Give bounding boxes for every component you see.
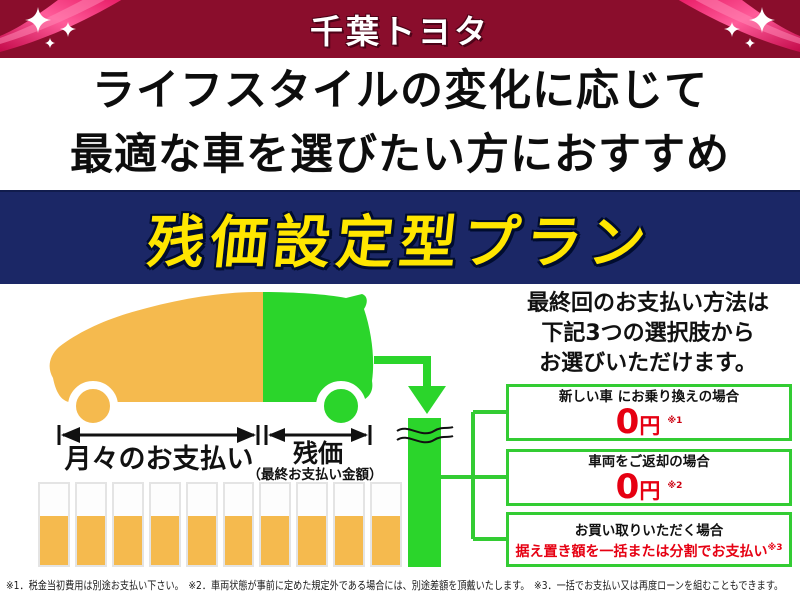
headline-line1: ライフスタイルの変化に応じて — [92, 66, 708, 117]
option-box-buyout: お買い取りいただく場合 据え置き額を一括または分割でお支払い※3 — [506, 512, 792, 567]
price-amount: 0 — [615, 466, 640, 507]
payment-diagram: 月々のお支払い 残価 （最終お支払い金額） 最終回のお支払い方法は 下記3つの選… — [0, 284, 800, 572]
installment-bar — [38, 482, 70, 567]
residual-flow-arrow — [374, 356, 446, 414]
installment-bar — [259, 482, 292, 567]
price-unit: 円 — [639, 413, 661, 438]
option-detail: 据え置き額を一括または分割でお支払い※3 — [515, 541, 782, 561]
option-box-return: 車両をご返却の場合 0円 ※2 — [506, 449, 792, 506]
option-title: 新しい車 にお乗り換えの場合 — [558, 388, 740, 405]
installment-bar — [185, 482, 218, 567]
installment-bar-fill — [335, 516, 364, 565]
car-illustration — [49, 292, 374, 431]
installment-bar-fill — [372, 516, 401, 565]
installment-bar — [296, 482, 329, 567]
options-intro-line1: 最終回のお支払い方法は — [526, 291, 769, 316]
options-intro-line2: 下記3つの選択肢から — [541, 321, 755, 346]
residual-sublabel: （最終お支払い金額） — [247, 467, 383, 483]
price-amount: 0 — [615, 401, 640, 442]
installment-bar-fill — [187, 516, 216, 565]
residual-label: 残価 — [292, 439, 343, 468]
plan-banner: 残価設定型プラン — [0, 190, 800, 284]
headline: ライフスタイルの変化に応じて 最適な車を選びたい方におすすめ — [0, 58, 800, 190]
installment-bar — [148, 482, 181, 567]
ribbon-sparkle-left-icon — [0, 0, 122, 52]
car-rear-wheel — [316, 381, 366, 431]
plan-title: 残価設定型プラン — [144, 210, 655, 276]
option-box-trade-in: 新しい車 にお乗り換えの場合 0円 ※1 — [506, 384, 792, 441]
option-price: 0円 ※1 — [615, 401, 683, 442]
installment-bar-fill — [224, 516, 253, 565]
option-price: 0円 ※2 — [615, 466, 683, 507]
installment-bar — [222, 482, 255, 567]
measure-arrows — [57, 425, 372, 445]
bar-break-marks — [396, 426, 454, 444]
footnote-ref: ※2 — [667, 480, 683, 491]
header-banner: 千葉トヨタ — [0, 0, 800, 58]
headline-line2: 最適な車を選びたい方におすすめ — [70, 130, 730, 180]
car-rear-residual-segment — [263, 292, 374, 402]
installment-bar — [370, 482, 403, 567]
monthly-payment-label: 月々のお支払い — [64, 444, 254, 475]
option-title: お買い取りいただく場合 — [574, 522, 724, 539]
brand-logo: 千葉トヨタ — [310, 12, 490, 51]
option-title: 車両をご返却の場合 — [588, 453, 710, 470]
installment-bar-fill — [76, 516, 105, 565]
options-connector-lines — [441, 410, 506, 541]
footnote-ref: ※3 — [767, 542, 783, 553]
installment-bar — [74, 482, 107, 567]
installment-bar — [111, 482, 144, 567]
footnote: ※1．税金当初費用は別途お支払い下さい。 ※2．車両状態が事前に定めた規定外であ… — [6, 579, 784, 592]
car-diagram-graphic — [49, 292, 506, 567]
car-front-wheel — [68, 381, 118, 431]
installment-bar-fill — [261, 516, 290, 565]
car-front-monthly-segment — [49, 292, 263, 402]
installment-bars — [38, 482, 403, 567]
options-intro-line3: お選びいただけます。 — [539, 351, 757, 376]
price-unit: 円 — [639, 478, 661, 503]
installment-bar-fill — [298, 516, 327, 565]
installment-bar-fill — [150, 516, 179, 565]
footnote-ref: ※1 — [667, 415, 683, 426]
measure-arrowheads — [61, 427, 368, 443]
installment-bar-fill — [40, 516, 68, 565]
installment-bar — [333, 482, 366, 567]
option-detail-text: 据え置き額を一括または分割でお支払い — [515, 543, 768, 560]
options-intro: 最終回のお支払い方法は 下記3つの選択肢から お選びいただけます。 — [498, 289, 798, 379]
ribbon-sparkle-right-icon — [672, 0, 800, 52]
installment-bar-fill — [113, 516, 142, 565]
